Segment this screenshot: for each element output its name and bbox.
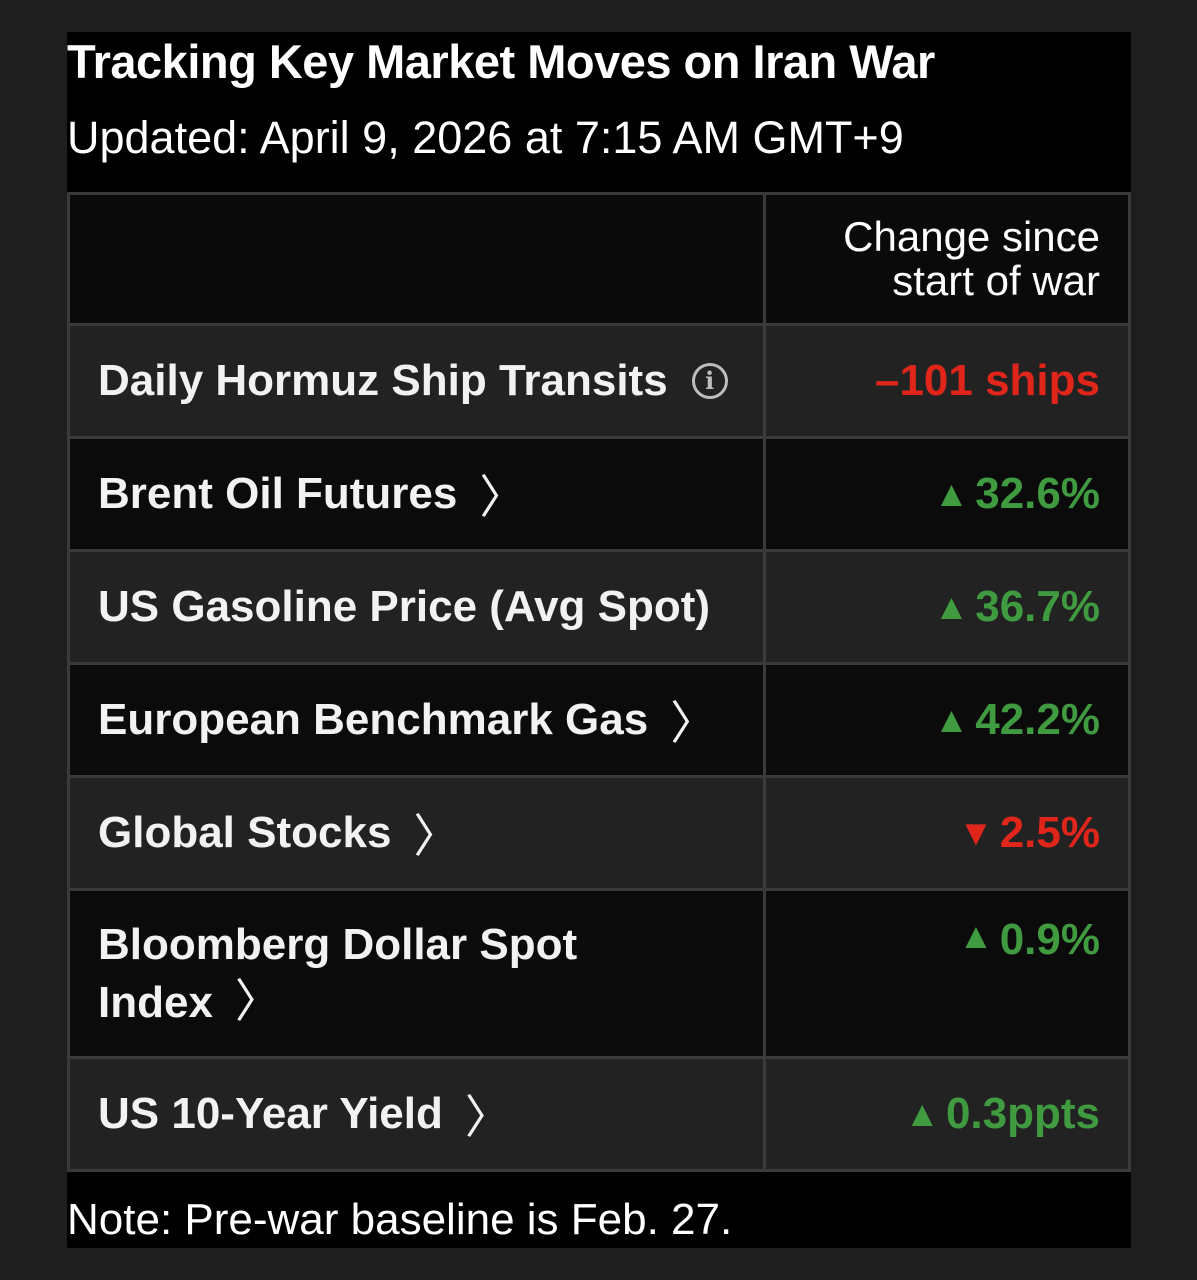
row-value-cell: ▼ 2.5% (766, 778, 1128, 888)
row-value-cell: ▲ 0.9% (766, 891, 1128, 1056)
row-label: Daily Hormuz Ship Transits (98, 356, 668, 405)
row-label-cell: Bloomberg Dollar Spot Index 〉 (70, 891, 766, 1056)
up-triangle-icon: ▲ (904, 1093, 940, 1134)
row-value: 0.3ppts (945, 1089, 1100, 1138)
table-row-european-gas[interactable]: European Benchmark Gas 〉 ▲ 42.2% (70, 662, 1128, 775)
table-header-row: Change since start of war (70, 195, 1128, 323)
header-change-cell: Change since start of war (766, 195, 1128, 323)
row-label-cell: US Gasoline Price (Avg Spot) (70, 552, 766, 662)
chevron-right-icon[interactable]: 〉 (464, 1091, 511, 1143)
down-triangle-icon: ▼ (958, 812, 994, 853)
row-label: US Gasoline Price (Avg Spot) (98, 582, 711, 631)
row-value: 2.5% (999, 808, 1100, 857)
row-value: –101 ships (874, 356, 1100, 405)
header-label-cell (70, 195, 766, 323)
updated-timestamp: Updated: April 9, 2026 at 7:15 AM GMT+9 (67, 112, 904, 163)
row-label: Brent Oil Futures (98, 469, 458, 518)
up-triangle-icon: ▲ (933, 586, 970, 627)
row-label-cell: Global Stocks 〉 (70, 778, 766, 888)
header-change-line2: start of war (892, 257, 1100, 304)
table-row-brent-oil[interactable]: Brent Oil Futures 〉 ▲ 32.6% (70, 436, 1128, 549)
row-value-cell: ▲ 36.7% (766, 552, 1128, 662)
chevron-right-icon[interactable]: 〉 (479, 471, 526, 523)
row-label-cell: Daily Hormuz Ship Transits i (70, 326, 766, 436)
table-row-us-gasoline: US Gasoline Price (Avg Spot) ▲ 36.7% (70, 549, 1128, 662)
up-triangle-icon: ▲ (933, 699, 970, 740)
row-value-cell: ▲ 32.6% (766, 439, 1128, 549)
row-label-line2: Index (98, 978, 213, 1027)
row-value: 36.7% (975, 582, 1100, 631)
table-row-dollar-index[interactable]: Bloomberg Dollar Spot Index 〉 ▲ 0.9% (70, 888, 1128, 1056)
row-label-cell: Brent Oil Futures 〉 (70, 439, 766, 549)
info-icon[interactable]: i (691, 363, 728, 399)
baseline-note: Note: Pre-war baseline is Feb. 27. (67, 1195, 733, 1244)
row-label: European Benchmark Gas (98, 695, 649, 744)
row-label-line2-wrap: Index 〉 (98, 973, 281, 1031)
row-label: Global Stocks (98, 808, 392, 857)
row-value: 32.6% (975, 469, 1100, 518)
market-moves-card: Tracking Key Market Moves on Iran War Up… (67, 32, 1131, 1248)
row-label-cell: European Benchmark Gas 〉 (70, 665, 766, 775)
market-table: Change since start of war Daily Hormuz S… (67, 192, 1131, 1172)
chevron-right-icon[interactable]: 〉 (670, 697, 717, 749)
table-row-us-10y-yield[interactable]: US 10-Year Yield 〉 ▲ 0.3ppts (70, 1056, 1128, 1169)
up-triangle-icon: ▲ (933, 473, 970, 514)
up-triangle-icon: ▲ (958, 915, 994, 956)
row-label-line1: Bloomberg Dollar Spot (98, 920, 578, 969)
table-row-hormuz-transits: Daily Hormuz Ship Transits i –101 ships (70, 323, 1128, 436)
chevron-right-icon[interactable]: 〉 (234, 975, 281, 1027)
chevron-right-icon[interactable]: 〉 (413, 810, 460, 862)
row-value: 0.9% (999, 915, 1100, 964)
page-title: Tracking Key Market Moves on Iran War (67, 35, 935, 88)
row-value-cell: –101 ships (766, 326, 1128, 436)
row-label-cell: US 10-Year Yield 〉 (70, 1059, 766, 1169)
table-row-global-stocks[interactable]: Global Stocks 〉 ▼ 2.5% (70, 775, 1128, 888)
row-value-cell: ▲ 0.3ppts (766, 1059, 1128, 1169)
row-label: US 10-Year Yield (98, 1089, 443, 1138)
header-change-line1: Change since (843, 213, 1100, 260)
row-value: 42.2% (975, 695, 1100, 744)
row-value-cell: ▲ 42.2% (766, 665, 1128, 775)
